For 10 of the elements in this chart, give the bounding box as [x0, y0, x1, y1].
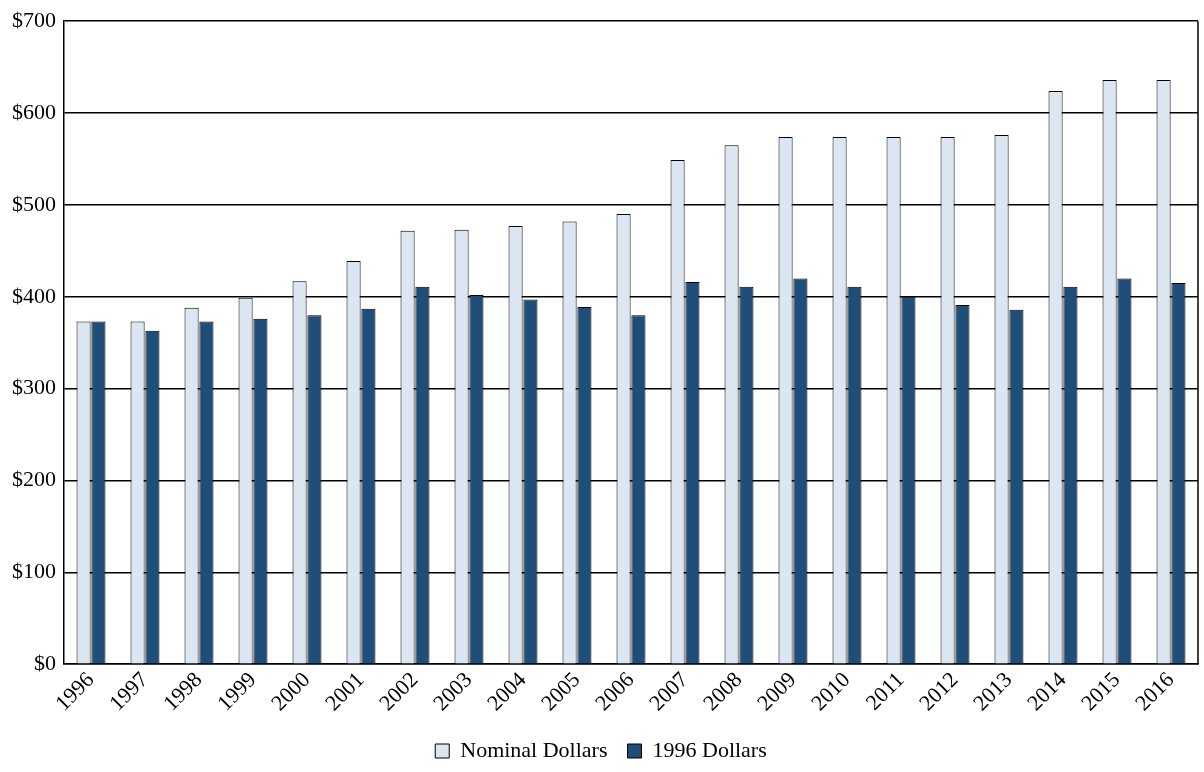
y-tick-label: $100 — [12, 558, 56, 584]
y-tick-label: $400 — [12, 282, 56, 308]
y-tick-label: $700 — [12, 6, 56, 32]
y-tick-label: $300 — [12, 374, 56, 400]
legend-label: Nominal Dollars — [460, 736, 608, 762]
y-tick-label: $0 — [34, 650, 56, 675]
y-tick-label: $600 — [12, 98, 56, 124]
y-tick-label: $200 — [12, 466, 56, 492]
y-tick-label: $500 — [12, 190, 56, 216]
legend-label: 1996 Dollars — [652, 736, 767, 762]
